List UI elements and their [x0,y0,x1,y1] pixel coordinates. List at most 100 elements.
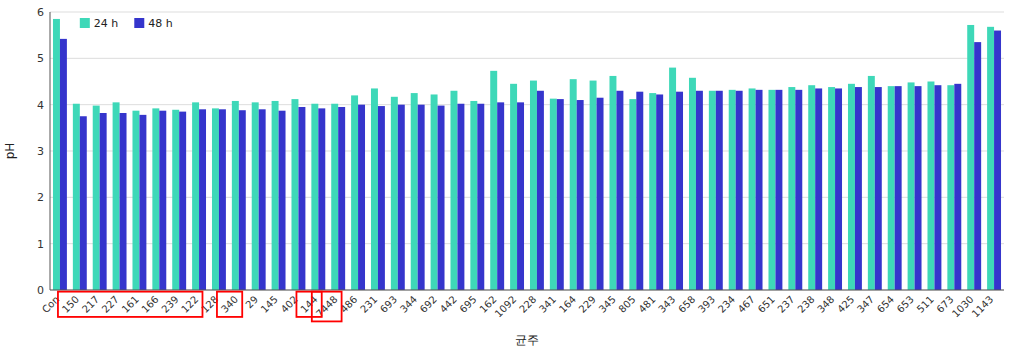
bar [736,91,743,290]
bar [974,42,981,290]
x-tick-label: 29 [243,294,260,311]
y-tick-label: 6 [37,6,44,19]
bar [53,19,60,290]
bar [768,90,775,290]
x-tick-label: 341 [537,294,558,315]
x-tick-label: 467 [736,294,757,315]
bar [788,87,795,290]
x-tick-label: 7448 [314,294,340,320]
y-tick-label: 1 [37,238,44,251]
x-tick-label: 805 [616,294,637,315]
x-tick-label: 348 [815,294,836,315]
bar [510,84,517,290]
bar [139,115,146,290]
bar [219,109,226,290]
grid-line [50,290,1004,291]
x-tick-label: 651 [756,294,777,315]
highlight-box [296,292,321,317]
bar [199,109,206,290]
x-tick-label: 1143 [970,294,996,320]
bar [908,82,915,290]
bar [609,76,616,290]
x-tick-label: 1030 [950,294,976,320]
bar [477,104,484,290]
x-tick-label: 166 [139,294,160,315]
x-tick-label: 425 [835,294,856,315]
x-tick-label: 237 [775,294,796,315]
grid-line [50,58,1004,59]
bar [80,116,87,290]
y-tick-label: 5 [37,52,44,65]
bar [709,91,716,290]
x-tick-label: 511 [915,294,936,315]
bar [756,90,763,290]
x-tick-label: 345 [597,294,618,315]
y-tick-label: 3 [37,145,44,158]
bar [378,106,385,290]
y-tick-label: 4 [37,99,44,112]
x-tick-label: 481 [636,294,657,315]
y-axis-label: pH [3,143,17,160]
x-tick-label: 164 [557,294,578,315]
legend-label: 24 h [94,17,118,30]
x-tick-label: 145 [259,294,280,315]
x-tick-label: 692 [418,294,439,315]
x-tick-label: 344 [398,294,419,315]
bar [490,71,497,290]
bar [927,82,934,291]
bar [795,90,802,290]
legend-swatch [80,18,90,28]
x-tick-label: 122 [179,294,200,315]
bar [212,108,219,290]
bar [875,87,882,290]
chart: 0123456Con150217227161166239122128340291… [0,0,1014,354]
bar [954,84,961,290]
y-axis-line [50,12,51,290]
highlight-box [312,292,342,322]
bar [855,87,862,290]
bar [828,87,835,290]
x-tick-label: 658 [676,294,697,315]
bar [179,112,186,290]
bar [272,101,279,290]
bar [749,88,756,290]
bar [696,91,703,290]
bar [669,68,676,290]
bar [775,90,782,290]
x-tick-label: 693 [378,294,399,315]
bar [239,110,246,290]
x-tick-label: 695 [457,294,478,315]
highlight-box [217,292,242,317]
bar [311,104,318,290]
bar [967,25,974,290]
bar [450,91,457,290]
bar [537,91,544,290]
x-tick-label: 653 [895,294,916,315]
bar [93,106,100,290]
x-tick-label: 238 [795,294,816,315]
legend-label: 48 h [148,17,172,30]
bar [338,107,345,290]
bar [729,90,736,290]
x-tick-label: 442 [438,294,459,315]
bar [848,84,855,290]
bar [371,88,378,290]
legend-swatch [134,18,144,28]
bar [716,91,723,290]
bar [60,39,67,290]
x-tick-label: 231 [358,294,379,315]
grid-line [50,12,1004,13]
bar [808,85,815,290]
bar [815,88,822,290]
bar [636,92,643,290]
bar [73,104,80,290]
bar [994,31,1001,290]
y-tick-label: 2 [37,191,44,204]
bar [113,102,120,290]
bar [530,81,537,290]
x-tick-label: 161 [120,294,141,315]
bar [557,99,564,290]
bar [570,79,577,290]
bars [53,19,1001,290]
x-tick-label: 343 [656,294,677,315]
